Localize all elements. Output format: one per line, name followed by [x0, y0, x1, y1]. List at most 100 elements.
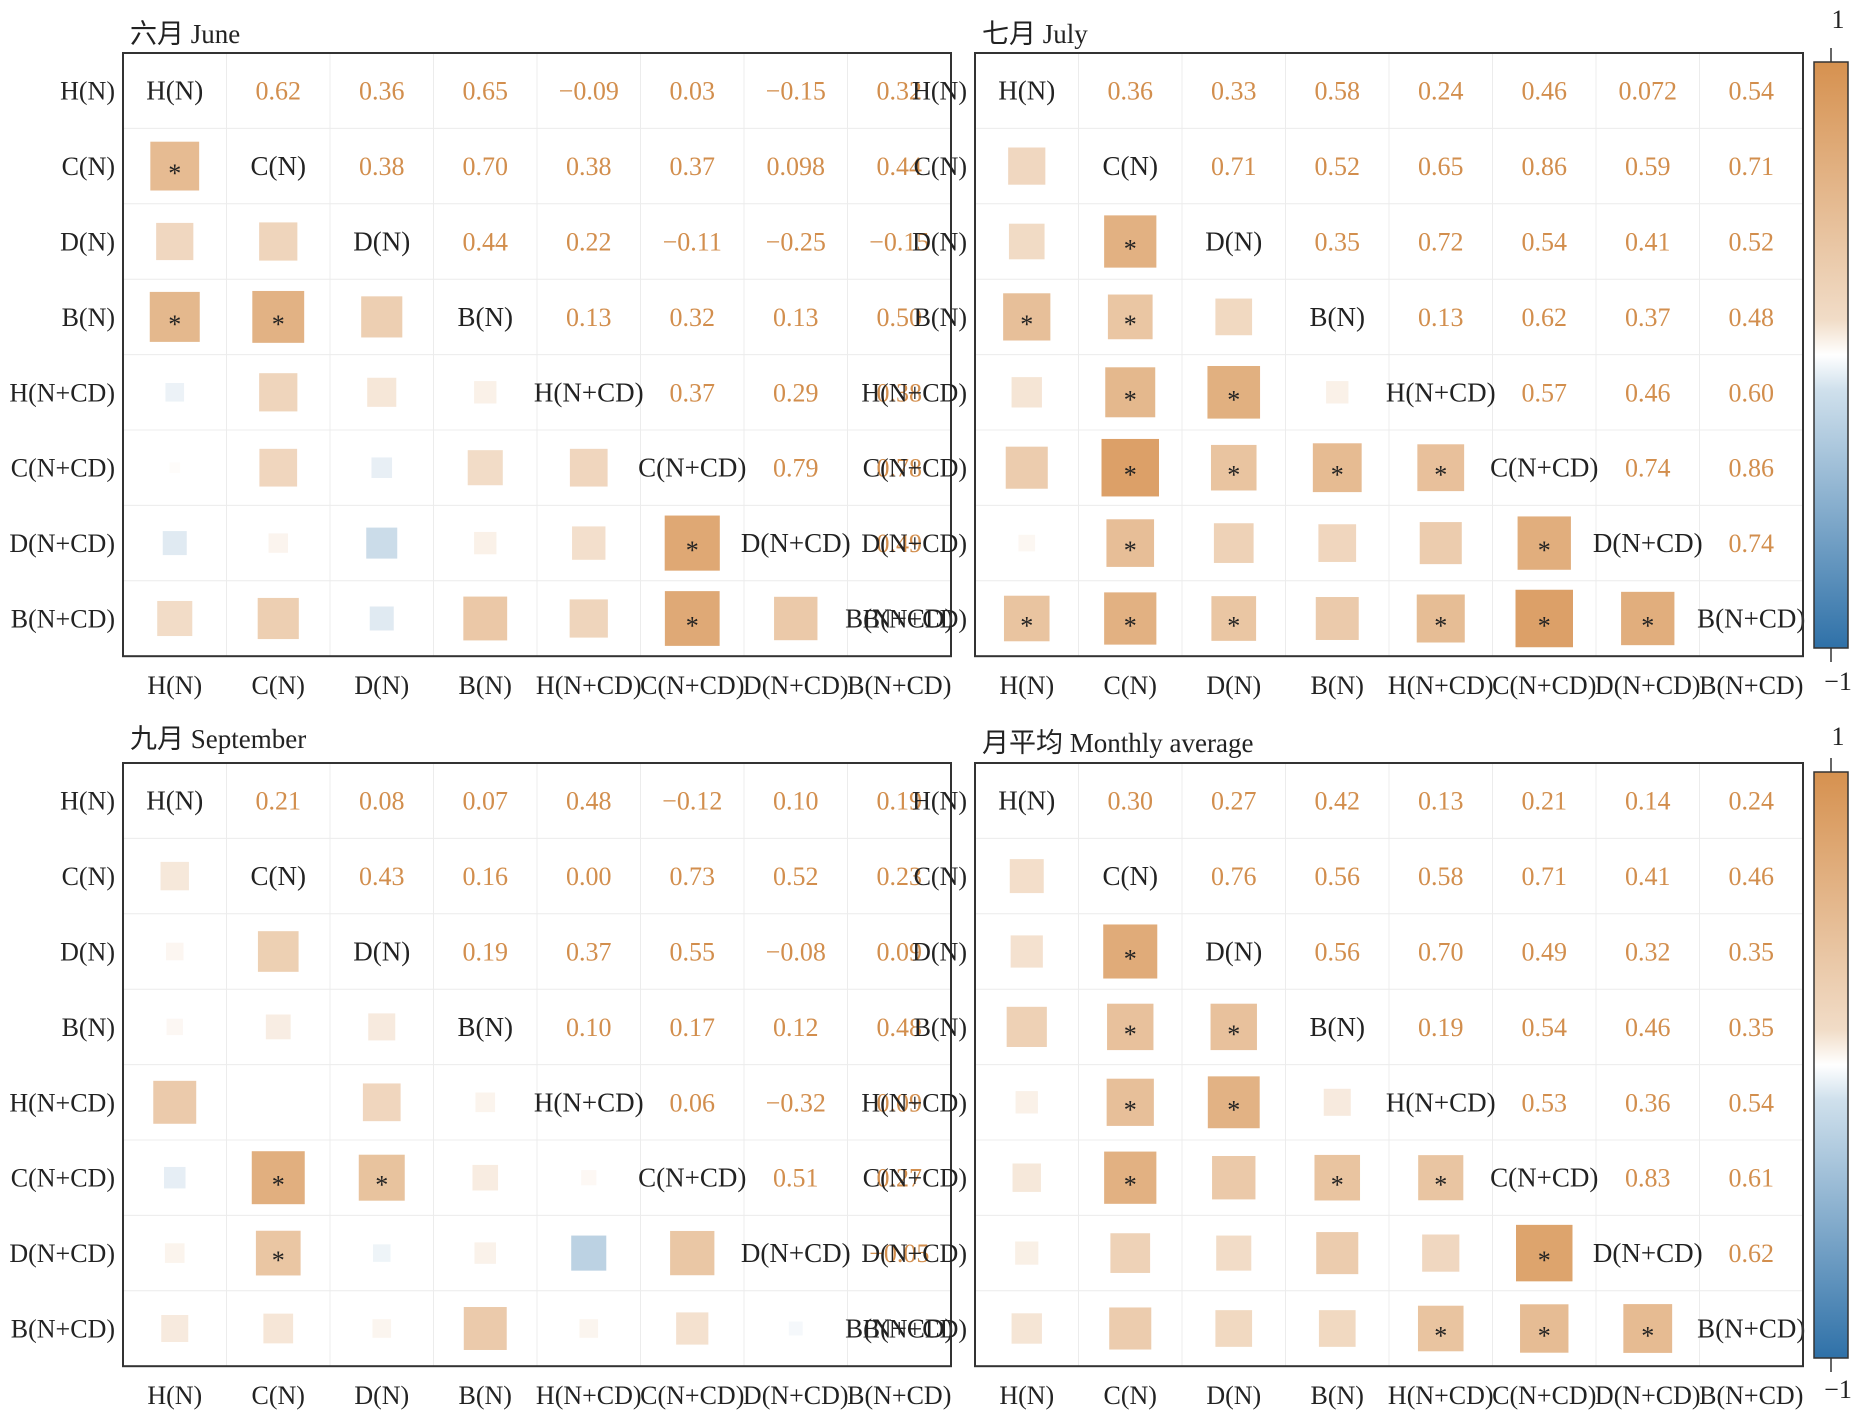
correlation-square: [372, 1319, 392, 1338]
correlation-square: [1009, 859, 1044, 894]
correlation-square: [472, 1164, 499, 1191]
diagonal-label: D(N): [1205, 937, 1262, 967]
correlation-value: 0.00: [566, 862, 612, 891]
correlation-square: [259, 373, 298, 412]
correlation-value: 0.54: [1522, 1013, 1568, 1042]
correlation-square: [474, 1242, 496, 1264]
correlation-value: 0.24: [1729, 787, 1775, 816]
correlation-value: 0.55: [670, 938, 716, 967]
significance-star: *: [1227, 1020, 1240, 1049]
panel-1: 七月 July H(N) 0.36 0.33 0.58 0.24 0.46 0.072 0.54…: [861, 19, 1805, 700]
correlation-square: [664, 591, 720, 646]
panel-frame: [974, 762, 1804, 1368]
correlation-square: [676, 1312, 709, 1345]
diagonal-label: C(N+CD): [638, 1163, 746, 1193]
significance-star: *: [1538, 1246, 1551, 1275]
significance-star: *: [1641, 612, 1654, 641]
row-label: B(N): [914, 303, 967, 332]
significance-star: *: [1124, 385, 1137, 414]
correlation-value: 0.06: [670, 1088, 716, 1117]
correlation-square: [1318, 1310, 1356, 1347]
diagonal-label: D(N+CD): [741, 528, 851, 558]
correlation-value: 0.37: [670, 152, 716, 181]
correlation-square: [259, 222, 298, 261]
correlation-value: 0.54: [1729, 77, 1775, 106]
row-label: D(N+CD): [861, 1239, 967, 1268]
correlation-square: [1015, 1241, 1039, 1265]
correlation-value: 0.32: [670, 303, 716, 332]
diagonal-label: B(N): [458, 1012, 514, 1042]
correlation-value: 0.58: [1315, 77, 1361, 106]
correlation-square: [161, 1314, 189, 1343]
correlation-value: 0.46: [1729, 862, 1775, 891]
correlation-square: [788, 1321, 803, 1336]
correlation-value: 0.29: [773, 378, 819, 407]
correlation-square: [1416, 594, 1465, 643]
diagonal-label: B(N): [1310, 302, 1366, 332]
panel-frame: [974, 52, 1804, 658]
correlation-square: [1515, 589, 1573, 648]
significance-star: *: [1124, 945, 1137, 974]
correlation-square: [1015, 1091, 1038, 1114]
correlation-value: 0.098: [767, 152, 826, 181]
correlation-square: [1008, 223, 1045, 260]
correlation-square: [1417, 1305, 1464, 1352]
correlation-square: [1207, 1076, 1260, 1129]
correlation-square: [252, 290, 305, 343]
correlation-square: [358, 1154, 405, 1201]
panel-frame: [122, 762, 952, 1368]
correlation-square: [1216, 1235, 1252, 1271]
correlation-square: [1315, 597, 1359, 640]
correlation-value: 0.52: [1315, 152, 1361, 181]
column-label: D(N+CD): [743, 1381, 849, 1410]
diagonal-label: D(N+CD): [741, 1238, 851, 1268]
panel-title: 七月 July: [982, 19, 1088, 49]
correlation-value: 0.12: [773, 1013, 819, 1042]
row-label: B(N+CD): [863, 1315, 967, 1344]
row-label: H(N+CD): [9, 378, 115, 407]
diagonal-label: B(N): [458, 302, 514, 332]
significance-star: *: [1434, 1322, 1447, 1351]
correlation-value: 0.37: [566, 938, 612, 967]
correlation-value: 0.38: [877, 378, 923, 407]
panel-0: 六月 June H(N) 0.62 0.36 0.65 −0.09 0.03 −0.15 0.3…: [9, 5, 1851, 700]
correlation-square: [257, 931, 299, 972]
row-label: B(N+CD): [11, 605, 115, 634]
correlation-square: [1621, 591, 1675, 646]
column-label: B(N+CD): [847, 1381, 951, 1410]
correlation-square: [1012, 1163, 1041, 1192]
colorbar-min-label: −1: [1824, 667, 1852, 696]
correlation-value: 0.08: [359, 787, 405, 816]
correlation-square: [367, 377, 397, 407]
correlation-value: 0.38: [566, 152, 612, 181]
row-label: C(N+CD): [11, 1164, 115, 1193]
correlation-square: [372, 1244, 391, 1262]
diagonal-label: H(N): [146, 786, 203, 816]
colorbar-min-label: −1: [1824, 1375, 1852, 1404]
correlation-square: [1105, 367, 1156, 418]
correlation-value: 0.07: [463, 787, 509, 816]
correlation-square: [255, 1230, 301, 1276]
correlation-square: [1211, 596, 1257, 641]
correlation-square: [265, 1014, 291, 1040]
column-label: D(N+CD): [1595, 671, 1701, 700]
column-label: H(N): [999, 1381, 1054, 1410]
correlation-value: 0.24: [1418, 77, 1464, 106]
diagonal-label: H(N): [146, 76, 203, 106]
correlation-value: −0.15: [766, 77, 826, 106]
correlation-value: 0.86: [1729, 454, 1775, 483]
correlation-value: 0.51: [773, 1164, 819, 1193]
correlation-value: 0.35: [1729, 938, 1775, 967]
correlation-square: [579, 1319, 599, 1338]
correlation-square: [1005, 446, 1048, 489]
correlation-square: [463, 596, 508, 641]
column-label: B(N): [459, 671, 512, 700]
colorbar: [1813, 61, 1849, 649]
correlation-value: −0.25: [766, 228, 826, 257]
correlation-value: 0.27: [877, 1164, 923, 1193]
correlation-value: 0.32: [877, 77, 923, 106]
correlation-value: 0.37: [670, 378, 716, 407]
correlation-square: [1316, 1232, 1359, 1275]
diagonal-label: C(N+CD): [1490, 1163, 1598, 1193]
column-label: C(N): [1104, 1381, 1157, 1410]
